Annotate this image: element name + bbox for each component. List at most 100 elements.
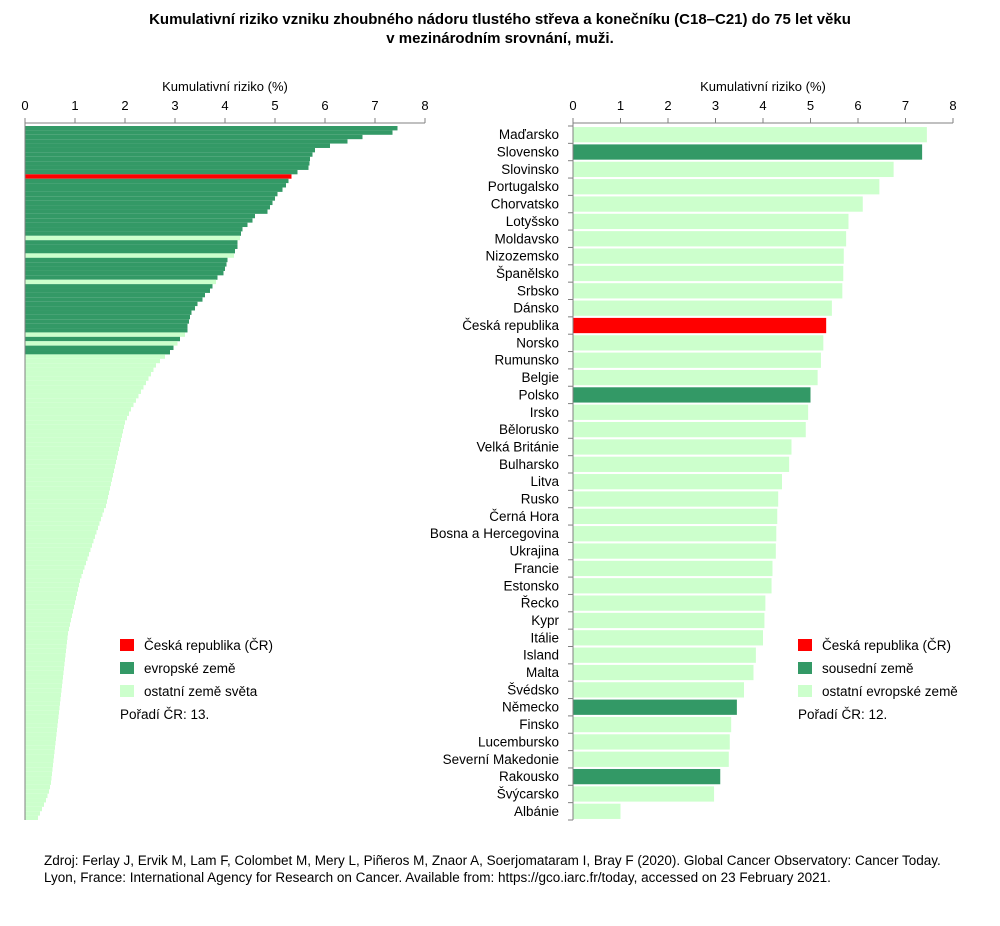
left-bar — [25, 354, 165, 359]
left-bar — [25, 270, 224, 276]
right-category-label: Portugalsko — [488, 179, 559, 194]
left-bar — [25, 371, 151, 377]
left-bar — [25, 429, 123, 434]
left-bar — [25, 780, 51, 785]
left-bar — [25, 328, 188, 333]
left-bar — [25, 433, 122, 438]
right-bar — [573, 161, 894, 178]
left-bar — [25, 806, 42, 812]
right-bar — [573, 300, 832, 316]
left-bar — [25, 617, 71, 623]
left-bar — [25, 661, 65, 667]
left-bar — [25, 222, 248, 228]
right-bar — [573, 699, 737, 715]
left-bar — [25, 350, 170, 355]
left-bar — [25, 486, 110, 491]
left-bar — [25, 574, 82, 579]
right-bar — [573, 647, 756, 663]
left-bar — [25, 538, 94, 544]
left-bar — [25, 301, 198, 307]
right-category-label: Rumunsko — [494, 353, 559, 368]
left-bar — [25, 635, 68, 640]
left-legend-note: Pořadí ČR: 13. — [120, 707, 209, 722]
left-bar — [25, 727, 57, 733]
left-bar — [25, 407, 131, 412]
right-bar — [573, 404, 809, 420]
left-bar — [25, 178, 289, 184]
left-bar — [25, 336, 180, 342]
left-bar — [25, 126, 398, 131]
right-category-label: Lucembursko — [478, 734, 559, 749]
left-bar — [25, 323, 188, 329]
right-category-label: Srbsko — [517, 283, 559, 298]
left-bar — [25, 494, 108, 500]
left-bar — [25, 134, 363, 140]
left-bar — [25, 306, 195, 311]
left-bar — [25, 811, 40, 816]
right-bar — [573, 664, 754, 681]
left-x-tick-label: 7 — [371, 98, 378, 113]
right-category-label: Itálie — [530, 630, 559, 645]
right-category-label: Rusko — [521, 492, 559, 507]
left-x-axis-label: Kumulativní riziko (%) — [162, 79, 288, 94]
left-x-tick-label: 2 — [121, 98, 128, 113]
right-category-label: Slovinsko — [501, 162, 559, 177]
right-bar — [573, 751, 729, 767]
left-x-tick-label: 0 — [21, 98, 28, 113]
left-legend-label: evropské země — [144, 661, 236, 676]
left-bar — [25, 569, 83, 575]
left-bar — [25, 683, 62, 689]
right-x-tick-label: 2 — [664, 98, 671, 113]
left-bar — [25, 446, 119, 452]
left-bar — [25, 244, 238, 249]
left-bar — [25, 442, 120, 447]
right-legend-swatch — [798, 662, 812, 674]
left-bar — [25, 266, 225, 271]
left-bar — [25, 292, 205, 298]
right-x-tick-label: 4 — [759, 98, 766, 113]
right-bar — [573, 265, 844, 282]
left-bar — [25, 776, 52, 781]
right-bar — [573, 491, 779, 507]
source-note: Zdroj: Ferlay J, Ervik M, Lam F, Colombe… — [44, 853, 941, 885]
left-bar — [25, 319, 189, 324]
left-bar — [25, 297, 203, 302]
left-bar — [25, 415, 127, 421]
left-bar — [25, 767, 53, 772]
right-bar — [573, 248, 844, 264]
left-legend-label: Česká republika (ČR) — [144, 638, 273, 653]
right-category-label: Kypr — [531, 613, 559, 628]
left-bar — [25, 749, 55, 755]
right-category-label: Bosna a Hercegovina — [430, 526, 560, 541]
right-category-label: Polsko — [518, 387, 559, 402]
left-bar — [25, 705, 60, 711]
left-bar — [25, 367, 154, 372]
right-legend-note: Pořadí ČR: 12. — [798, 707, 887, 722]
left-bar — [25, 723, 58, 728]
right-legend-label: Česká republika (ČR) — [822, 638, 951, 653]
right-bar — [573, 612, 765, 629]
right-bar — [573, 543, 776, 559]
left-bar — [25, 393, 139, 399]
right-bar — [573, 630, 763, 646]
left-bar — [25, 587, 78, 592]
left-bar — [25, 815, 38, 820]
left-bar — [25, 332, 185, 337]
left-bar — [25, 205, 270, 210]
right-category-label: Řecko — [521, 596, 559, 611]
right-category-label: Lotyšsko — [506, 214, 559, 229]
left-bar — [25, 398, 136, 403]
left-bar — [25, 499, 107, 504]
right-x-tick-label: 0 — [569, 98, 576, 113]
left-bar — [25, 468, 114, 473]
right-bar — [573, 127, 927, 143]
left-bar — [25, 754, 54, 759]
chart-title-line-2: v mezinárodním srovnání, muži. — [386, 30, 614, 47]
right-category-label: Velká Británie — [476, 439, 559, 454]
right-x-tick-label: 3 — [712, 98, 719, 113]
left-bar — [25, 248, 235, 254]
right-bar — [573, 196, 863, 212]
left-bar — [25, 161, 310, 166]
left-bar — [25, 152, 313, 157]
